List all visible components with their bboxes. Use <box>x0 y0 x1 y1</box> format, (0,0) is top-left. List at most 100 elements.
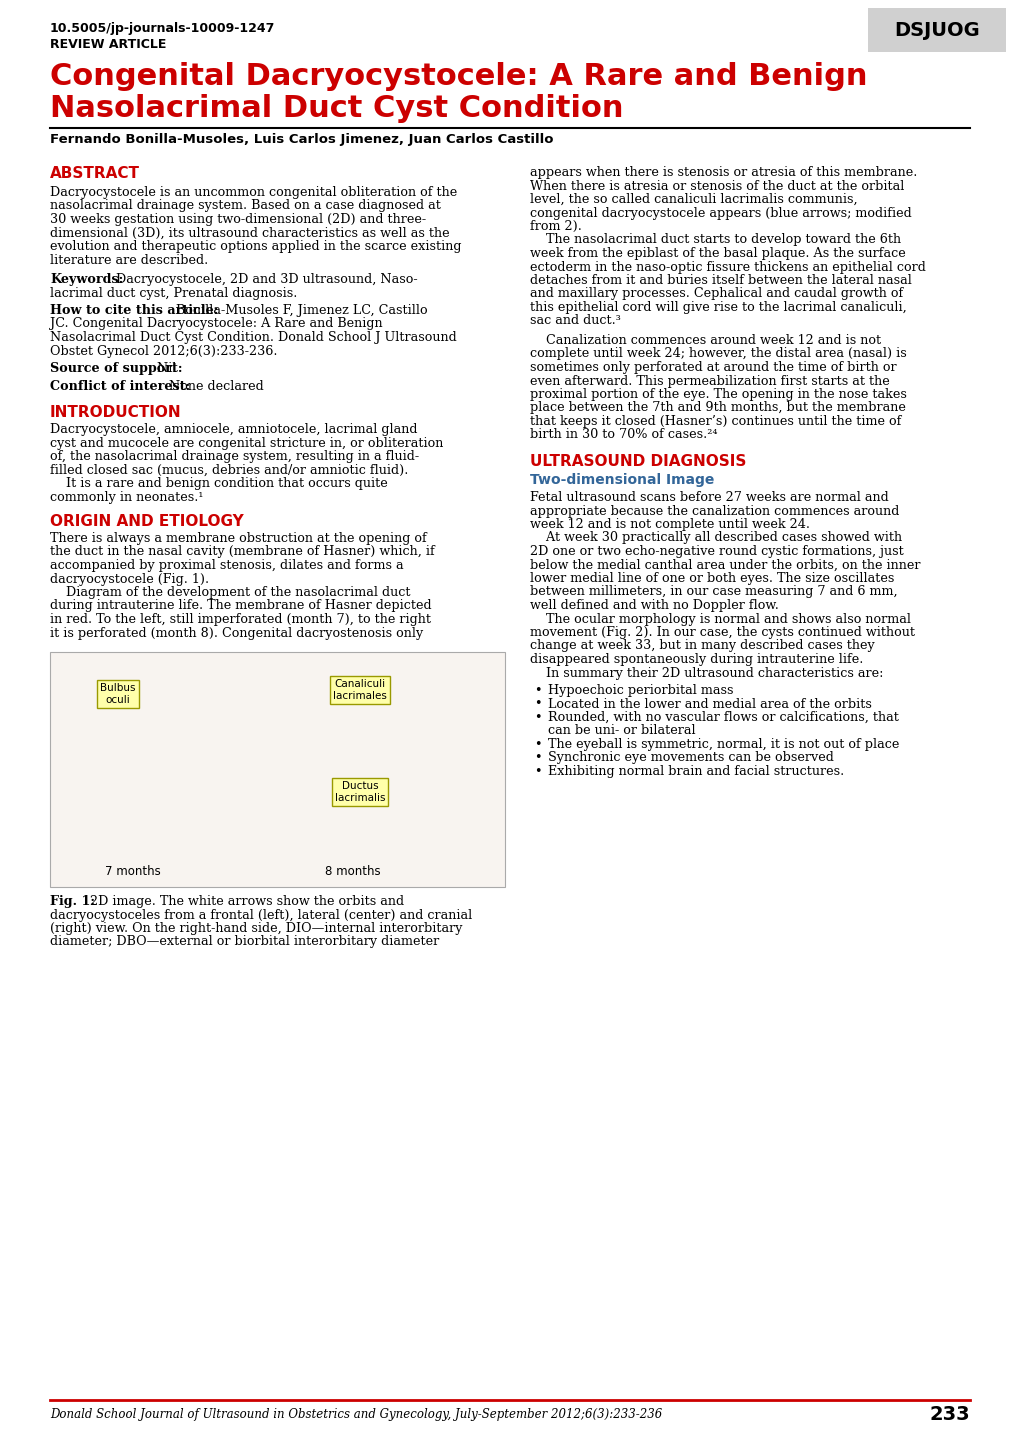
Text: can be uni- or bilateral: can be uni- or bilateral <box>547 725 695 738</box>
Text: complete until week 24; however, the distal area (nasal) is: complete until week 24; however, the dis… <box>530 347 906 360</box>
Text: Congenital Dacryocystocele: A Rare and Benign: Congenital Dacryocystocele: A Rare and B… <box>50 62 866 91</box>
Text: In summary their 2D ultrasound characteristics are:: In summary their 2D ultrasound character… <box>530 666 882 680</box>
Text: Fernando Bonilla-Musoles, Luis Carlos Jimenez, Juan Carlos Castillo: Fernando Bonilla-Musoles, Luis Carlos Ji… <box>50 134 553 147</box>
Text: •: • <box>534 711 541 725</box>
Text: the duct in the nasal cavity (membrane of Hasner) which, if: the duct in the nasal cavity (membrane o… <box>50 546 434 559</box>
Text: dimensional (3D), its ultrasound characteristics as well as the: dimensional (3D), its ultrasound charact… <box>50 227 449 240</box>
Text: •: • <box>534 765 541 778</box>
Text: ULTRASOUND DIAGNOSIS: ULTRASOUND DIAGNOSIS <box>530 454 746 469</box>
Text: from 2).: from 2). <box>530 221 581 232</box>
Text: 2D image. The white arrows show the orbits and: 2D image. The white arrows show the orbi… <box>90 894 404 908</box>
Text: REVIEW ARTICLE: REVIEW ARTICLE <box>50 38 166 51</box>
Text: DSJUOG: DSJUOG <box>894 20 979 39</box>
Text: place between the 7th and 9th months, but the membrane: place between the 7th and 9th months, bu… <box>530 402 905 414</box>
Text: week 12 and is not complete until week 24.: week 12 and is not complete until week 2… <box>530 518 809 531</box>
Text: filled closed sac (mucus, debries and/or amniotic fluid).: filled closed sac (mucus, debries and/or… <box>50 463 408 476</box>
Text: Bulbus
oculi: Bulbus oculi <box>100 684 136 704</box>
Text: •: • <box>534 752 541 765</box>
Text: Conflict of interest:: Conflict of interest: <box>50 379 190 392</box>
Text: ORIGIN AND ETIOLOGY: ORIGIN AND ETIOLOGY <box>50 514 244 529</box>
Text: well defined and with no Doppler flow.: well defined and with no Doppler flow. <box>530 600 779 611</box>
Text: sac and duct.³: sac and duct.³ <box>530 315 621 328</box>
Text: Exhibiting normal brain and facial structures.: Exhibiting normal brain and facial struc… <box>547 765 844 778</box>
Text: Nasolacrimal Duct Cyst Condition: Nasolacrimal Duct Cyst Condition <box>50 94 623 123</box>
Text: JC. Congenital Dacryocystocele: A Rare and Benign: JC. Congenital Dacryocystocele: A Rare a… <box>50 318 382 331</box>
Text: appropriate because the canalization commences around: appropriate because the canalization com… <box>530 504 899 517</box>
Text: Source of support:: Source of support: <box>50 362 182 375</box>
Text: lacrimal duct cyst, Prenatal diagnosis.: lacrimal duct cyst, Prenatal diagnosis. <box>50 286 298 299</box>
Text: week from the epiblast of the basal plaque. As the surface: week from the epiblast of the basal plaq… <box>530 247 905 260</box>
Text: Located in the lower and medial area of the orbits: Located in the lower and medial area of … <box>547 697 871 710</box>
Text: Dacryocystocele, amniocele, amniotocele, lacrimal gland: Dacryocystocele, amniocele, amniotocele,… <box>50 423 417 436</box>
Text: 8 months: 8 months <box>325 865 380 878</box>
Text: Two-dimensional Image: Two-dimensional Image <box>530 473 713 486</box>
Text: level, the so called canaliculi lacrimalis communis,: level, the so called canaliculi lacrimal… <box>530 193 857 206</box>
Text: The eyeball is symmetric, normal, it is not out of place: The eyeball is symmetric, normal, it is … <box>547 738 899 751</box>
Text: Dacryocystocele is an uncommon congenital obliteration of the: Dacryocystocele is an uncommon congenita… <box>50 186 457 199</box>
Text: of, the nasolacrimal drainage system, resulting in a fluid-: of, the nasolacrimal drainage system, re… <box>50 450 419 463</box>
Text: Rounded, with no vascular flows or calcifications, that: Rounded, with no vascular flows or calci… <box>547 711 898 725</box>
Text: accompanied by proximal stenosis, dilates and forms a: accompanied by proximal stenosis, dilate… <box>50 559 404 572</box>
Text: INTRODUCTION: INTRODUCTION <box>50 405 181 420</box>
Text: Nasolacrimal Duct Cyst Condition. Donald School J Ultrasound: Nasolacrimal Duct Cyst Condition. Donald… <box>50 331 457 344</box>
Text: that keeps it closed (Hasner’s) continues until the time of: that keeps it closed (Hasner’s) continue… <box>530 415 901 428</box>
Text: Fetal ultrasound scans before 27 weeks are normal and: Fetal ultrasound scans before 27 weeks a… <box>530 491 888 504</box>
Text: in red. To the left, still imperforated (month 7), to the right: in red. To the left, still imperforated … <box>50 613 431 626</box>
Text: literature are described.: literature are described. <box>50 254 208 267</box>
Text: appears when there is stenosis or atresia of this membrane.: appears when there is stenosis or atresi… <box>530 166 916 179</box>
Text: (right) view. On the right-hand side, DIO—internal interorbitary: (right) view. On the right-hand side, DI… <box>50 922 462 935</box>
Text: Obstet Gynecol 2012;6(3):233-236.: Obstet Gynecol 2012;6(3):233-236. <box>50 344 277 357</box>
Text: 10.5005/jp-journals-10009-1247: 10.5005/jp-journals-10009-1247 <box>50 22 275 35</box>
Text: Dacryocystocele, 2D and 3D ultrasound, Naso-: Dacryocystocele, 2D and 3D ultrasound, N… <box>112 273 417 286</box>
Text: movement (Fig. 2). In our case, the cysts continued without: movement (Fig. 2). In our case, the cyst… <box>530 626 914 639</box>
Bar <box>867 9 1005 52</box>
Text: evolution and therapeutic options applied in the scarce existing: evolution and therapeutic options applie… <box>50 240 461 253</box>
Text: cyst and mucocele are congenital stricture in, or obliteration: cyst and mucocele are congenital strictu… <box>50 437 443 450</box>
Text: proximal portion of the eye. The opening in the nose takes: proximal portion of the eye. The opening… <box>530 388 906 401</box>
Bar <box>50 652 504 887</box>
Text: nasolacrimal drainage system. Based on a case diagnosed at: nasolacrimal drainage system. Based on a… <box>50 199 440 212</box>
Text: Diagram of the development of the nasolacrimal duct: Diagram of the development of the nasola… <box>50 587 410 600</box>
Text: 2D one or two echo-negative round cystic formations, just: 2D one or two echo-negative round cystic… <box>530 544 903 558</box>
Text: and maxillary processes. Cephalical and caudal growth of: and maxillary processes. Cephalical and … <box>530 287 903 301</box>
Text: during intrauterine life. The membrane of Hasner depicted: during intrauterine life. The membrane o… <box>50 600 431 613</box>
Text: this epithelial cord will give rise to the lacrimal canaliculi,: this epithelial cord will give rise to t… <box>530 301 906 314</box>
Text: birth in 30 to 70% of cases.²⁴: birth in 30 to 70% of cases.²⁴ <box>530 428 716 441</box>
Text: Hypoechoic periorbital mass: Hypoechoic periorbital mass <box>547 684 733 697</box>
Text: At week 30 practically all described cases showed with: At week 30 practically all described cas… <box>530 531 901 544</box>
Text: It is a rare and benign condition that occurs quite: It is a rare and benign condition that o… <box>50 478 387 489</box>
Text: ABSTRACT: ABSTRACT <box>50 166 140 182</box>
Text: 30 weeks gestation using two-dimensional (2D) and three-: 30 weeks gestation using two-dimensional… <box>50 213 426 227</box>
Text: detaches from it and buries itself between the lateral nasal: detaches from it and buries itself betwe… <box>530 274 911 287</box>
Text: Synchronic eye movements can be observed: Synchronic eye movements can be observed <box>547 752 834 765</box>
Text: dacryocystoceles from a frontal (left), lateral (center) and cranial: dacryocystoceles from a frontal (left), … <box>50 909 472 922</box>
Text: change at week 33, but in many described cases they: change at week 33, but in many described… <box>530 639 874 652</box>
Text: Nil: Nil <box>153 362 176 375</box>
Text: below the medial canthal area under the orbits, on the inner: below the medial canthal area under the … <box>530 559 919 572</box>
Text: Fig. 1:: Fig. 1: <box>50 894 95 908</box>
Text: 7 months: 7 months <box>105 865 161 878</box>
Text: lower medial line of one or both eyes. The size oscillates: lower medial line of one or both eyes. T… <box>530 572 894 585</box>
Text: congenital dacryocystocele appears (blue arrows; modified: congenital dacryocystocele appears (blue… <box>530 206 911 219</box>
Text: •: • <box>534 684 541 697</box>
Text: •: • <box>534 738 541 751</box>
Text: commonly in neonates.¹: commonly in neonates.¹ <box>50 491 203 504</box>
Text: Keywords:: Keywords: <box>50 273 123 286</box>
Text: The ocular morphology is normal and shows also normal: The ocular morphology is normal and show… <box>530 613 910 626</box>
Text: even afterward. This permeabilization first starts at the: even afterward. This permeabilization fi… <box>530 375 889 388</box>
Text: diameter; DBO—external or biorbital interorbitary diameter: diameter; DBO—external or biorbital inte… <box>50 935 439 948</box>
Text: None declared: None declared <box>165 379 264 392</box>
Text: Bonilla-Musoles F, Jimenez LC, Castillo: Bonilla-Musoles F, Jimenez LC, Castillo <box>172 303 427 317</box>
Text: disappeared spontaneously during intrauterine life.: disappeared spontaneously during intraut… <box>530 653 862 666</box>
Text: it is perforated (month 8). Congenital dacryostenosis only: it is perforated (month 8). Congenital d… <box>50 626 423 639</box>
Text: How to cite this article:: How to cite this article: <box>50 303 218 317</box>
Text: Canaliculi
lacrimales: Canaliculi lacrimales <box>333 680 386 701</box>
Text: When there is atresia or stenosis of the duct at the orbital: When there is atresia or stenosis of the… <box>530 180 904 193</box>
Text: Donald School Journal of Ultrasound in Obstetrics and Gynecology, July-September: Donald School Journal of Ultrasound in O… <box>50 1408 661 1422</box>
Text: dacryocystocele (Fig. 1).: dacryocystocele (Fig. 1). <box>50 572 209 585</box>
Text: •: • <box>534 697 541 710</box>
Text: Ductus
lacrimalis: Ductus lacrimalis <box>334 781 385 803</box>
Text: ectoderm in the naso-optic fissure thickens an epithelial cord: ectoderm in the naso-optic fissure thick… <box>530 260 925 273</box>
Text: Canalization commences around week 12 and is not: Canalization commences around week 12 an… <box>530 334 880 347</box>
Text: sometimes only perforated at around the time of birth or: sometimes only perforated at around the … <box>530 362 896 375</box>
